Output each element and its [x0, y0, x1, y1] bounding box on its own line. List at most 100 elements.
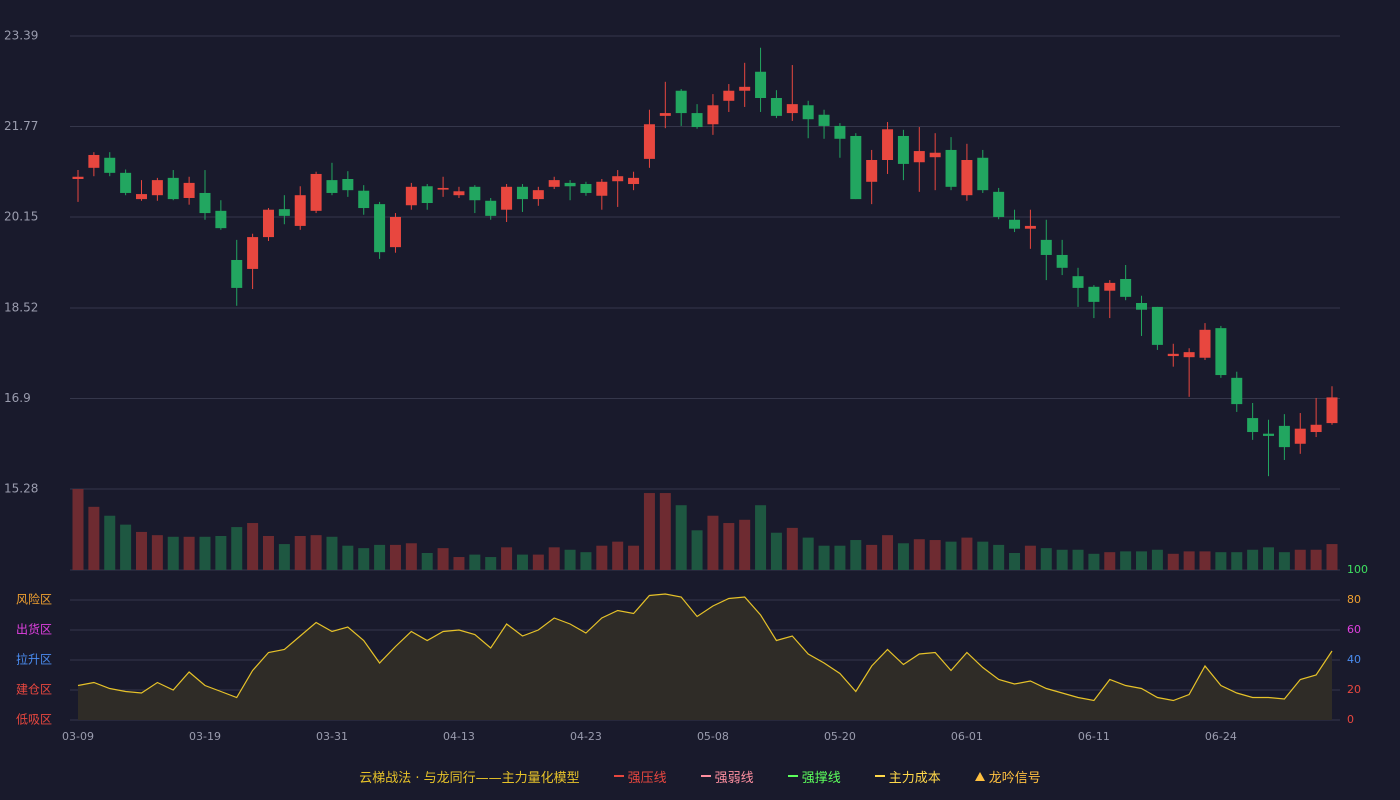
legend-marker [874, 775, 885, 777]
volume-bar [580, 552, 592, 570]
candle-body [278, 209, 290, 216]
x-tick-label: 05-20 [824, 730, 856, 743]
volume-bar [167, 536, 179, 570]
legend-item: 龙吟信号 [974, 767, 1041, 786]
volume-bar [485, 557, 497, 570]
volume-bar [453, 557, 465, 570]
volume-bar [421, 552, 433, 570]
candle-body [215, 210, 227, 229]
candle-body [72, 176, 84, 179]
volume-bar [437, 548, 449, 570]
candle-body [786, 104, 798, 114]
zone-label: 出货区 [16, 622, 52, 637]
volume-bar [1167, 553, 1179, 570]
volume-bar [882, 535, 894, 570]
candle-body [294, 195, 306, 226]
candle-body [675, 90, 687, 114]
x-tick-label: 03-09 [62, 730, 94, 743]
volume-bar [643, 493, 655, 570]
candle-body [231, 259, 243, 288]
candle-body [1056, 254, 1068, 268]
volume-bar [1151, 549, 1163, 570]
candle-body [358, 190, 370, 209]
candle-body [104, 157, 116, 173]
volume-bar [1310, 549, 1322, 570]
volume-bar [1199, 551, 1211, 570]
candle-body [1310, 424, 1322, 433]
volume-bar [596, 545, 608, 570]
candle-body [1120, 278, 1132, 297]
volume-bar [183, 536, 195, 570]
candle-body [659, 113, 671, 116]
candle-body [485, 200, 497, 216]
x-tick-label: 06-11 [1078, 730, 1110, 743]
y2-tick-label: 20 [1347, 683, 1361, 696]
zone-label: 低吸区 [16, 713, 52, 727]
x-tick-label: 04-13 [443, 730, 475, 743]
candle-body [612, 176, 624, 182]
candle-body [834, 125, 846, 139]
legend-label: 强弱线 [714, 770, 754, 786]
volume-bar [1326, 544, 1338, 570]
candle-body [167, 177, 179, 200]
candle-body [628, 177, 640, 185]
x-tick-label: 05-08 [697, 730, 729, 743]
volume-bar [929, 540, 941, 570]
volume-bar [389, 544, 401, 570]
zone-label: 建仓区 [16, 683, 52, 697]
candle-body [1247, 418, 1259, 433]
candle-body [151, 180, 163, 196]
y-tick-label: 15.28 [4, 482, 38, 496]
legend-label: 强压线 [627, 770, 667, 786]
candle-body [183, 182, 195, 198]
candle-body [993, 191, 1005, 217]
legend-item: 强撑线 [787, 767, 841, 786]
volume-bar [1104, 552, 1116, 570]
volume-bar [802, 537, 814, 570]
volume-bar [1231, 552, 1243, 570]
volume-bar [1294, 549, 1306, 570]
x-tick-label: 03-19 [189, 730, 221, 743]
legend-title: 云梯战法 · 与龙同行——主力量化模型 [359, 770, 580, 786]
candle-body [1104, 282, 1116, 291]
candle-body [977, 157, 989, 191]
candle-body [389, 216, 401, 248]
volume-bar [1247, 549, 1259, 570]
volume-bar [548, 547, 560, 570]
candle-body [1088, 286, 1100, 302]
candle-body [1294, 428, 1306, 444]
candle-body [818, 114, 830, 126]
indicator-line [77, 593, 1333, 702]
x-tick-label: 06-24 [1205, 730, 1237, 743]
volume-bar [755, 505, 767, 570]
candle-body [564, 182, 576, 187]
candle-body [913, 151, 925, 163]
candle-body [945, 149, 957, 187]
volume-bar [120, 524, 132, 570]
candle-body [770, 98, 782, 116]
candle-body [596, 181, 608, 196]
volume-bar [913, 539, 925, 570]
volume-bar [1183, 551, 1195, 570]
volume-bar [215, 535, 227, 570]
candle-body [1326, 397, 1338, 424]
volume-bar [278, 544, 290, 570]
volume-bar [1215, 552, 1227, 570]
volume-bar [501, 547, 513, 570]
candle-body [643, 124, 655, 159]
y-tick-label: 23.39 [4, 29, 38, 43]
volume-bar [1072, 549, 1084, 570]
x-tick-label: 03-31 [316, 730, 348, 743]
legend-marker [613, 775, 624, 777]
volume-bar [1278, 552, 1290, 570]
candle-body [532, 190, 544, 200]
candle-body [1151, 306, 1163, 345]
legend-item: 强弱线 [700, 767, 754, 786]
volume-bar [612, 541, 624, 570]
volume-bar [358, 548, 370, 570]
candle-body [1183, 352, 1195, 358]
y-tick-label: 21.77 [4, 119, 38, 133]
candle-body [1199, 329, 1211, 358]
volume-bar [231, 527, 243, 570]
